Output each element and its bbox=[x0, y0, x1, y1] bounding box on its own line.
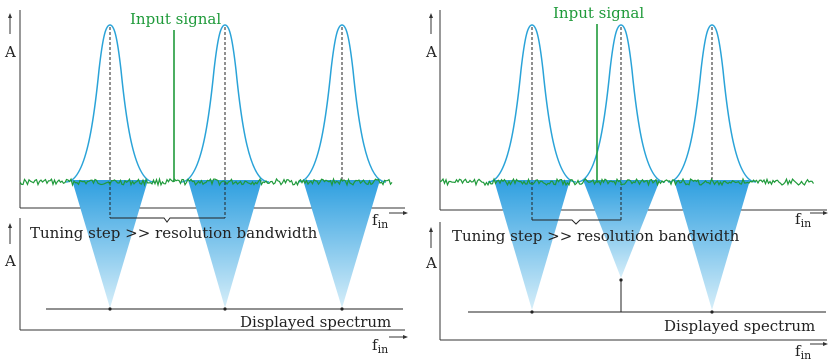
filter-curve bbox=[667, 24, 757, 183]
input-signal-label: Input signal bbox=[553, 4, 644, 22]
left-lower-amplitude-label: A bbox=[4, 252, 16, 270]
filter-cone bbox=[494, 180, 570, 310]
right-lower-frequency-label: fin bbox=[795, 342, 811, 359]
filter-cone bbox=[72, 180, 148, 308]
arrow-up-icon bbox=[8, 223, 12, 244]
spectrum-point bbox=[530, 310, 534, 314]
tuning-step-bracket bbox=[532, 219, 621, 225]
filter-curve bbox=[65, 24, 155, 183]
spectrum-point bbox=[340, 307, 344, 311]
filter-curve bbox=[180, 24, 270, 183]
displayed-spectrum-label: Displayed spectrum bbox=[240, 313, 391, 331]
arrow-up-icon bbox=[429, 13, 433, 34]
filter-curve bbox=[487, 24, 577, 183]
left-upper-amplitude-label: A bbox=[4, 43, 16, 61]
input-signal-label: Input signal bbox=[130, 10, 221, 28]
left-panel: A fin Input signal Tuning step >> resolu… bbox=[4, 10, 408, 356]
left-lower-frequency-label: fin bbox=[372, 336, 388, 356]
arrow-right-icon bbox=[389, 335, 408, 339]
filter-cone bbox=[188, 180, 262, 308]
filter-cone bbox=[674, 180, 750, 310]
tuning-step-label: Tuning step >> resolution bandwidth bbox=[452, 227, 740, 245]
spectrum-point bbox=[223, 307, 227, 311]
filter-cone bbox=[303, 180, 380, 308]
spectrum-point bbox=[619, 278, 623, 282]
arrow-right-icon bbox=[389, 211, 408, 215]
right-lower-amplitude-label: A bbox=[425, 254, 437, 272]
displayed-spectrum-label: Displayed spectrum bbox=[664, 317, 815, 335]
noise-floor bbox=[19, 176, 393, 188]
tuning-step-bracket bbox=[110, 217, 225, 223]
right-panel: A fin Input signal Tuning step >> resolu… bbox=[425, 4, 828, 359]
noise-floor bbox=[439, 177, 815, 187]
right-upper-frequency-label: fin bbox=[795, 210, 811, 230]
spectrum-point bbox=[710, 310, 714, 314]
left-upper-frequency-label: fin bbox=[372, 211, 388, 231]
right-upper-amplitude-label: A bbox=[425, 43, 437, 61]
filter-cone bbox=[583, 180, 660, 278]
arrow-right-icon bbox=[810, 211, 828, 215]
spectrum-point bbox=[108, 307, 112, 311]
filter-curve bbox=[576, 24, 666, 183]
filter-curve bbox=[297, 24, 387, 183]
arrow-up-icon bbox=[8, 13, 12, 34]
arrow-up-icon bbox=[429, 227, 433, 248]
tuning-step-label: Tuning step >> resolution bandwidth bbox=[30, 224, 318, 242]
arrow-right-icon bbox=[810, 342, 828, 346]
